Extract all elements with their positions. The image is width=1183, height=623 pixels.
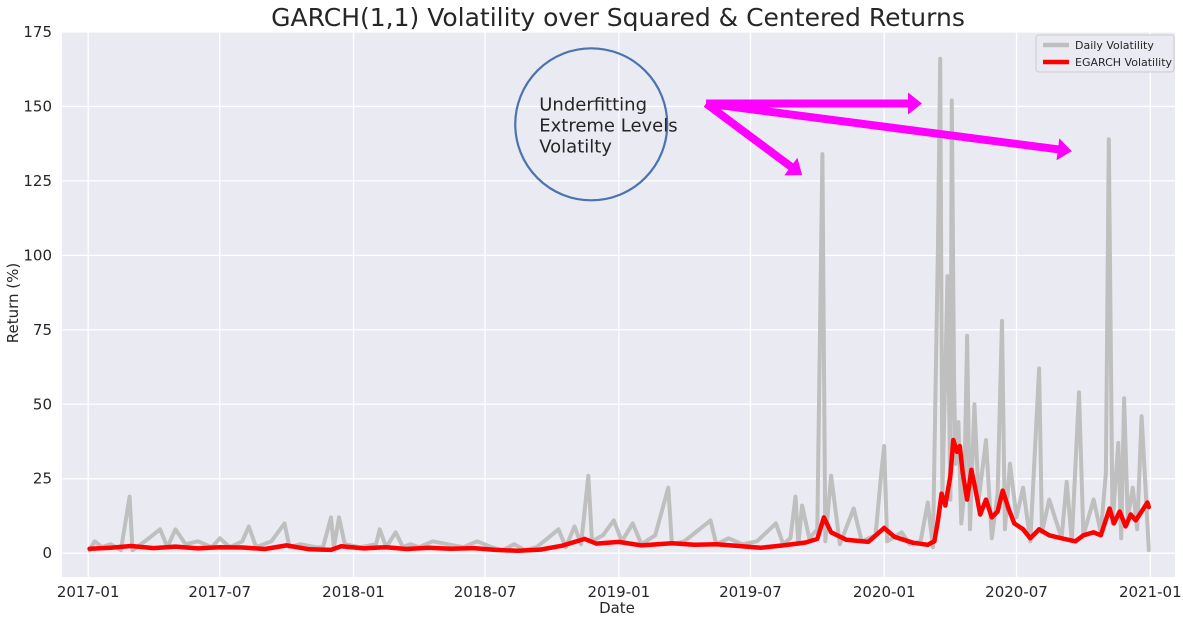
x-tick-label: 2018-07 [454,583,517,601]
x-tick-label: 2018-01 [322,583,385,601]
x-tick-label: 2017-07 [188,583,251,601]
x-tick-label: 2017-01 [57,583,120,601]
annotation-arrow [705,99,1072,161]
legend-label-egarch: EGARCH Volatility [1075,56,1173,69]
legend-box [1035,34,1175,73]
x-tick-label: 2019-01 [588,583,651,601]
annotation-circle [514,47,669,202]
x-tick-label: 2020-01 [853,583,916,601]
annotation-arrow [706,92,922,115]
y-tick-label: 75 [33,321,52,339]
y-tick-label: 50 [33,395,52,413]
legend: Daily Volatility EGARCH Volatility [1035,34,1175,73]
egarch-volatility-line [87,437,1152,554]
x-tick-label: 2020-07 [985,583,1048,601]
legend-label-daily: Daily Volatility [1075,39,1154,52]
axis-layer: 2017-01 2017-07 2018-01 2018-07 2019-01 2019-… [23,23,1181,601]
y-tick-label: 150 [23,97,52,115]
y-tick-label: 0 [42,544,52,562]
annotation-text-line: Volatilty [539,136,612,157]
y-tick-label: 100 [23,246,52,264]
y-tick-label: 25 [33,470,52,488]
x-tick-label: 2019-07 [719,583,782,601]
y-tick-label: 175 [23,23,52,41]
chart-title: GARCH(1,1) Volatility over Squared & Cen… [271,3,965,32]
x-tick-label: 2021-01 [1119,583,1182,601]
annotation-arrow [703,100,803,176]
annotation-text-line: Extreme Levels [539,115,677,136]
series-layer [87,56,1152,554]
x-axis-label: Date [599,599,635,617]
y-axis-label: Return (%) [4,263,22,344]
y-tick-label: 125 [23,172,52,190]
annotation-text-line: Underfitting [539,94,647,115]
